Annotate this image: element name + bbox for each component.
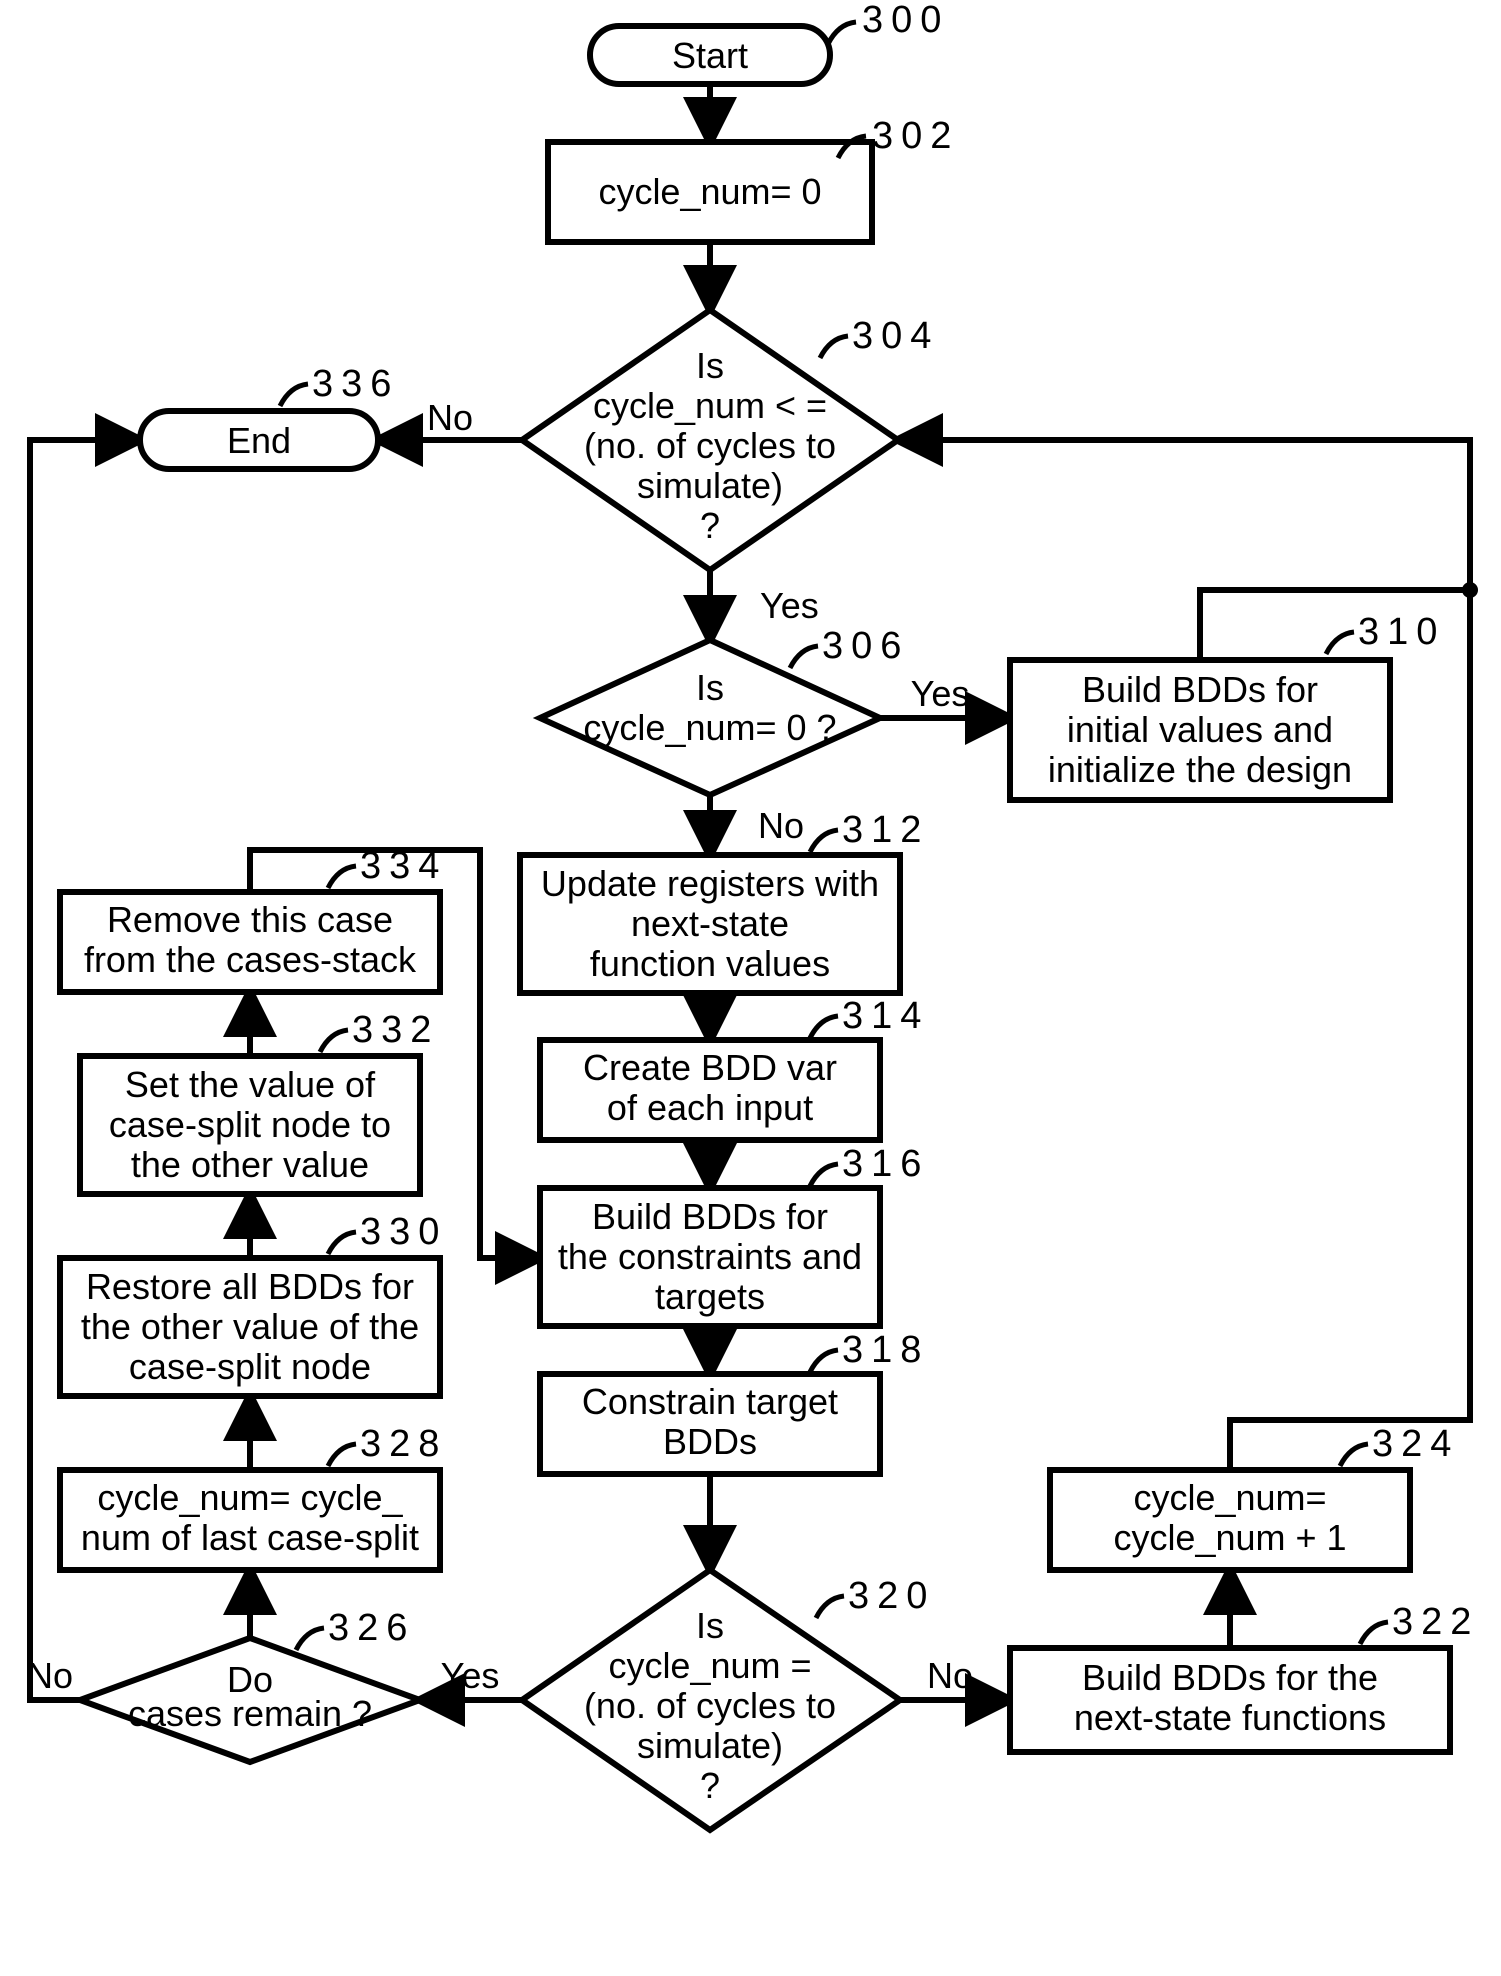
ref-314: 314 xyxy=(842,995,929,1037)
svg-text:End: End xyxy=(227,420,291,461)
node-330: Restore all BDDs for the other value of … xyxy=(60,1258,440,1396)
node-324: cycle_num= cycle_num + 1 xyxy=(1050,1470,1410,1570)
svg-text:cases remain ?: cases remain ? xyxy=(128,1693,372,1734)
svg-text:from the cases-stack: from the cases-stack xyxy=(84,939,417,980)
svg-text:the other value: the other value xyxy=(131,1144,369,1185)
node-328: cycle_num= cycle_ num of last case-split xyxy=(60,1470,440,1570)
edge-320-yes-label: Yes xyxy=(441,1655,500,1696)
svg-text:Build BDDs for: Build BDDs for xyxy=(1082,669,1318,710)
node-end: End xyxy=(140,411,378,469)
svg-text:simulate): simulate) xyxy=(637,1725,783,1766)
ref-328: 328 xyxy=(360,1423,447,1465)
ref-336: 336 xyxy=(312,363,399,405)
svg-text:cycle_num=: cycle_num= xyxy=(1133,1477,1326,1518)
edge-306-yes-label: Yes xyxy=(911,673,970,714)
node-316: Build BDDs for the constraints and targe… xyxy=(540,1188,880,1326)
node-318: Constrain target BDDs xyxy=(540,1374,880,1474)
svg-text:Is: Is xyxy=(696,345,724,386)
ref-324: 324 xyxy=(1372,1423,1459,1465)
ref-306: 306 xyxy=(822,625,909,667)
svg-text:Update registers with: Update registers with xyxy=(541,863,879,904)
svg-text:case-split node: case-split node xyxy=(129,1346,371,1387)
svg-text:Remove this case: Remove this case xyxy=(107,899,393,940)
svg-text:cycle_num= 0 ?: cycle_num= 0 ? xyxy=(583,707,836,748)
svg-text:targets: targets xyxy=(655,1276,765,1317)
svg-text:the constraints and: the constraints and xyxy=(558,1236,862,1277)
svg-text:Is: Is xyxy=(696,667,724,708)
svg-text:the other value of the: the other value of the xyxy=(81,1306,419,1347)
ref-318: 318 xyxy=(842,1329,929,1371)
node-304: Is cycle_num < = (no. of cycles to simul… xyxy=(522,310,898,570)
edge-320-no-label: No xyxy=(927,1655,973,1696)
svg-text:cycle_num + 1: cycle_num + 1 xyxy=(1113,1517,1346,1558)
edge-306-no-label: No xyxy=(758,805,804,846)
ref-326: 326 xyxy=(328,1607,415,1649)
ref-302: 302 xyxy=(872,115,959,157)
node-310: Build BDDs for initial values and initia… xyxy=(1010,660,1390,800)
svg-text:of each input: of each input xyxy=(607,1087,813,1128)
svg-text:?: ? xyxy=(700,505,720,546)
ref-304: 304 xyxy=(852,315,939,357)
svg-text:initialize the design: initialize the design xyxy=(1048,749,1352,790)
svg-text:cycle_num= cycle_: cycle_num= cycle_ xyxy=(97,1477,403,1518)
svg-text:BDDs: BDDs xyxy=(663,1421,757,1462)
ref-330: 330 xyxy=(360,1211,447,1253)
node-302: cycle_num= 0 xyxy=(548,142,872,242)
svg-text:cycle_num= 0: cycle_num= 0 xyxy=(598,171,821,212)
svg-text:Constrain target: Constrain target xyxy=(582,1381,838,1422)
edge-326-no-label: No xyxy=(27,1655,73,1696)
edge-304-yes-label: Yes xyxy=(760,585,819,626)
node-start: Start xyxy=(590,26,830,84)
svg-text:(no. of cycles to: (no. of cycles to xyxy=(584,1685,836,1726)
svg-text:next-state functions: next-state functions xyxy=(1074,1697,1386,1738)
ref-322: 322 xyxy=(1392,1601,1479,1643)
node-332: Set the value of case-split node to the … xyxy=(80,1056,420,1194)
ref-320: 320 xyxy=(848,1575,935,1617)
ref-300: 300 xyxy=(862,0,949,41)
ref-334: 334 xyxy=(360,845,447,887)
svg-text:Is: Is xyxy=(696,1605,724,1646)
svg-text:cycle_num =: cycle_num = xyxy=(608,1645,811,1686)
ref-312: 312 xyxy=(842,809,929,851)
ref-310: 310 xyxy=(1358,611,1445,653)
node-320: Is cycle_num = (no. of cycles to simulat… xyxy=(522,1570,900,1830)
svg-text:Start: Start xyxy=(672,35,748,76)
node-322: Build BDDs for the next-state functions xyxy=(1010,1648,1450,1752)
svg-text:next-state: next-state xyxy=(631,903,789,944)
svg-text:case-split node to: case-split node to xyxy=(109,1104,391,1145)
svg-text:Build BDDs for: Build BDDs for xyxy=(592,1196,828,1237)
ref-332: 332 xyxy=(352,1009,439,1051)
svg-text:?: ? xyxy=(700,1765,720,1806)
svg-text:(no. of cycles to: (no. of cycles to xyxy=(584,425,836,466)
svg-text:initial values and: initial values and xyxy=(1067,709,1333,750)
svg-text:function values: function values xyxy=(590,943,830,984)
svg-text:Set the value of: Set the value of xyxy=(125,1064,376,1105)
node-326: Do cases remain ? xyxy=(80,1638,420,1762)
svg-text:simulate): simulate) xyxy=(637,465,783,506)
svg-text:cycle_num < =: cycle_num < = xyxy=(593,385,827,426)
svg-text:Restore all BDDs for: Restore all BDDs for xyxy=(86,1266,414,1307)
node-314: Create BDD var of each input xyxy=(540,1040,880,1140)
node-312: Update registers with next-state functio… xyxy=(520,855,900,993)
svg-text:Create BDD var: Create BDD var xyxy=(583,1047,837,1088)
svg-text:Build BDDs for the: Build BDDs for the xyxy=(1082,1657,1378,1698)
svg-text:num of last case-split: num of last case-split xyxy=(81,1517,419,1558)
ref-316: 316 xyxy=(842,1143,929,1185)
edge-304-no-label: No xyxy=(427,397,473,438)
node-334: Remove this case from the cases-stack xyxy=(60,892,440,992)
